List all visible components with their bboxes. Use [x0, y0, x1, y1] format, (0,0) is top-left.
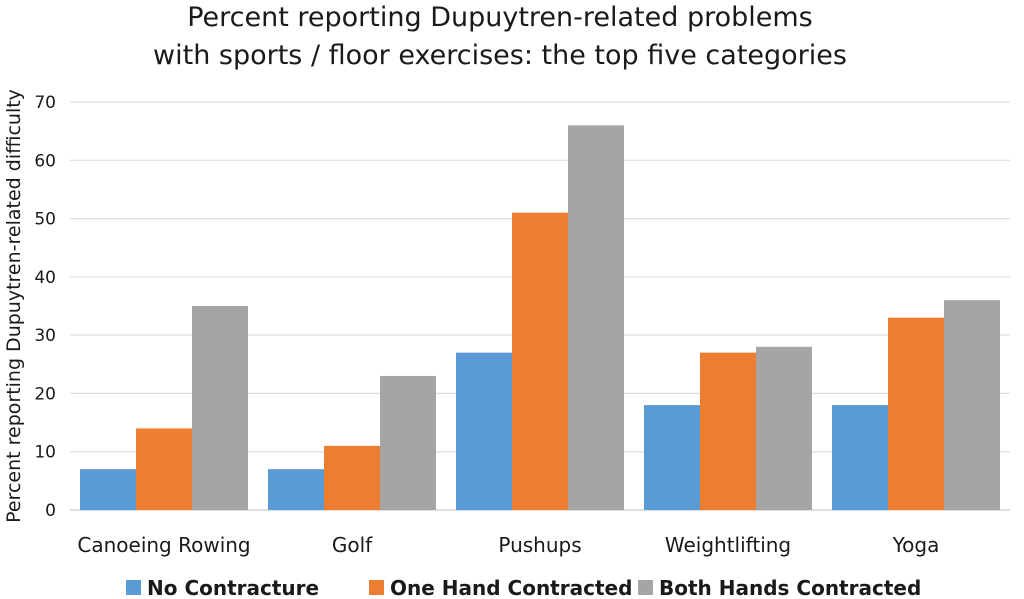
chart-title: Percent reporting Dupuytren-related prob…	[153, 2, 847, 71]
legend: No Contracture One Hand Contracted Both Ha…	[126, 576, 921, 599]
bar-no-contracture-golf	[268, 469, 324, 510]
bar-one-hand-contracted-yoga	[888, 317, 944, 510]
x-tick-label: Yoga	[892, 533, 940, 557]
bar-no-contracture-weightlifting	[644, 405, 700, 510]
y-tick-label: 40	[34, 268, 56, 288]
y-tick-label: 10	[34, 443, 56, 463]
x-tick-label: Golf	[332, 533, 373, 557]
bar-one-hand-contracted-golf	[324, 445, 380, 510]
chart-title-line-2: with sports / floor exercises: the top f…	[153, 40, 847, 71]
bar-both-hands-contracted-yoga	[944, 300, 1000, 510]
bar-both-hands-contracted-pushups	[568, 125, 624, 511]
bar-both-hands-contracted-canoeing-rowing	[192, 306, 248, 510]
legend-swatch	[638, 580, 653, 595]
y-tick-label: 70	[34, 93, 56, 113]
chart-title-line-1: Percent reporting Dupuytren-related prob…	[187, 2, 813, 33]
legend-swatch	[369, 580, 384, 595]
bars	[80, 125, 1000, 511]
x-tick-label: Canoeing Rowing	[77, 533, 250, 557]
bar-one-hand-contracted-weightlifting	[700, 352, 756, 510]
y-tick-label: 0	[45, 501, 56, 521]
y-tick-label: 20	[34, 384, 56, 404]
y-tick-label: 60	[34, 151, 56, 171]
legend-entry: Both Hands Contracted	[659, 576, 921, 599]
legend-entry: One Hand Contracted	[390, 576, 632, 599]
bar-both-hands-contracted-weightlifting	[756, 346, 812, 510]
legend-swatch	[126, 580, 141, 595]
y-tick-label: 50	[34, 210, 56, 230]
y-tick-labels: 0 10 20 30 40 50 60 70	[34, 93, 56, 521]
bar-no-contracture-canoeing-rowing	[80, 469, 136, 510]
bar-both-hands-contracted-golf	[380, 375, 436, 510]
x-tick-labels: Canoeing Rowing Golf Pushups Weightlifting Y…	[77, 533, 939, 557]
x-tick-label: Weightlifting	[665, 533, 791, 557]
y-tick-label: 30	[34, 326, 56, 346]
y-axis-label: Percent reporting Dupuytren-related diff…	[3, 89, 25, 523]
bar-no-contracture-yoga	[832, 405, 888, 510]
bar-one-hand-contracted-canoeing-rowing	[136, 428, 192, 510]
bar-no-contracture-pushups	[456, 352, 512, 510]
x-tick-label: Pushups	[498, 533, 581, 557]
legend-entry: No Contracture	[147, 576, 319, 599]
bar-one-hand-contracted-pushups	[512, 212, 568, 510]
